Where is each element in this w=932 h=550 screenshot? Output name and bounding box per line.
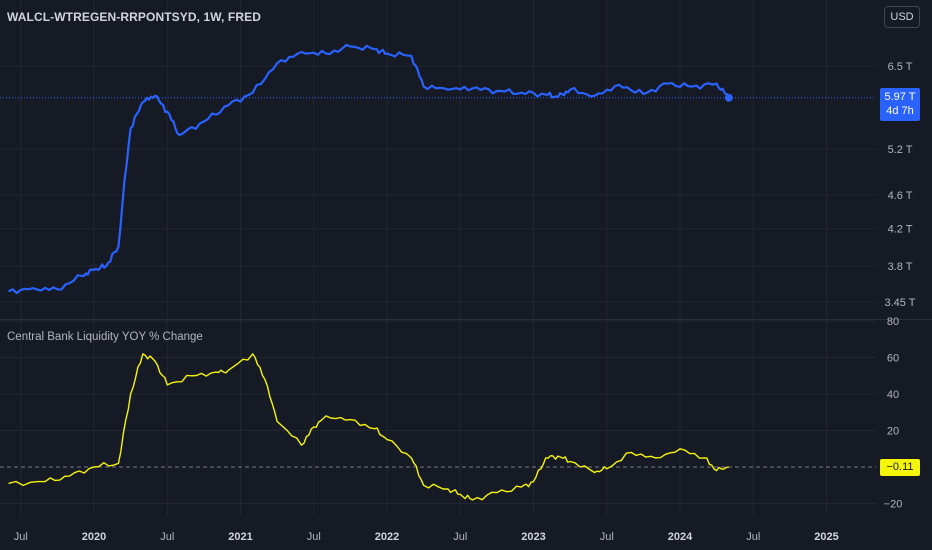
time-axis-tick-label: Jul [453, 531, 467, 543]
price-axis-tick-label: 4.2 T [888, 224, 913, 236]
time-axis-tick-label: Jul [307, 531, 321, 543]
price-axis-tick-label: 3.45 T [885, 297, 916, 309]
price-axis-tick-label: 3.8 T [888, 261, 913, 273]
time-axis-tick-label: 2025 [814, 531, 838, 543]
indicator-axis-tick-label: 40 [887, 389, 899, 401]
last-price-marker [724, 93, 733, 102]
price-axis-tick-label: 5.2 T [888, 144, 913, 156]
time-axis-tick-label: 2022 [375, 531, 399, 543]
symbol-title[interactable]: WALCL-WTREGEN-RRPONTSYD, 1W, FRED [7, 10, 261, 24]
indicator-axis-tick-label: 80 [887, 316, 899, 328]
price-axis-tick-label: 6.5 T [888, 61, 913, 73]
indicator-axis-tick-label: 60 [887, 353, 899, 365]
time-axis-tick-label: 2021 [228, 531, 252, 543]
time-axis-tick-label: 2020 [82, 531, 106, 543]
time-axis-tick-label: Jul [160, 531, 174, 543]
indicator-title[interactable]: Central Bank Liquidity YOY % Change [7, 331, 203, 343]
last-price-label: 5.97 T 4d 7h [880, 88, 920, 121]
time-axis-tick-label: 2024 [668, 531, 693, 543]
indicator-axis-tick-label: −20 [884, 499, 903, 511]
bar-countdown: 4d 7h [886, 105, 914, 117]
time-axis-tick-label: Jul [14, 531, 28, 543]
indicator-last-value-label: −0.11 [880, 459, 920, 476]
currency-button[interactable]: USD [884, 6, 920, 28]
price-axis-tick-label: 4.6 T [888, 190, 913, 202]
last-price-value: 5.97 T [884, 91, 916, 103]
indicator-series-line[interactable] [8, 353, 729, 501]
time-axis-tick-label: Jul [600, 531, 614, 543]
indicator-axis-tick-label: 20 [887, 426, 899, 438]
main-series-line[interactable] [7, 43, 730, 295]
time-axis-tick-label: 2023 [521, 531, 545, 543]
time-axis-tick-label: Jul [746, 531, 760, 543]
